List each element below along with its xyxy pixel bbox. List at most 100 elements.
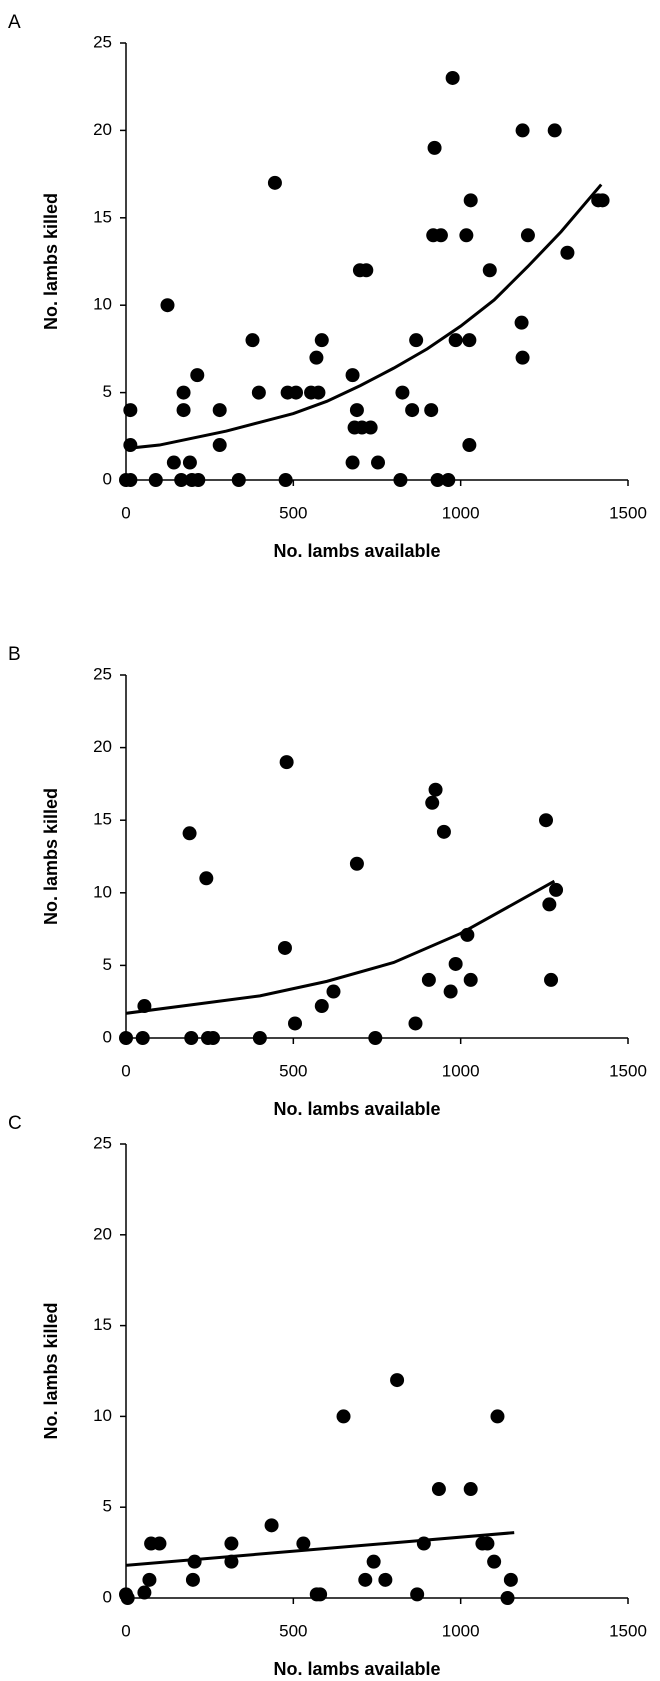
x-tick-label: 500	[279, 503, 307, 522]
point	[421, 972, 436, 987]
y-tick-label: 5	[103, 1497, 112, 1516]
point	[176, 403, 191, 418]
point	[311, 385, 326, 400]
x-tick-label: 500	[279, 1061, 307, 1080]
point	[326, 984, 341, 999]
y-tick-label: 0	[103, 1027, 112, 1046]
point	[152, 1536, 167, 1551]
point	[500, 1591, 515, 1605]
point	[245, 333, 260, 348]
y-tick-label: 0	[103, 469, 112, 488]
point	[296, 1536, 311, 1551]
point	[212, 403, 227, 418]
point	[267, 175, 282, 190]
point	[441, 473, 456, 487]
point	[160, 298, 175, 313]
point	[345, 455, 360, 470]
x-tick-label: 500	[279, 1621, 307, 1640]
point	[358, 1572, 373, 1587]
point	[123, 403, 138, 418]
point	[463, 193, 478, 208]
point	[395, 385, 410, 400]
point	[279, 755, 294, 770]
fit-line	[125, 879, 556, 1015]
point	[463, 972, 478, 987]
point	[190, 368, 205, 383]
point	[206, 1031, 221, 1045]
point	[393, 473, 408, 487]
point	[405, 403, 420, 418]
fit-line	[125, 183, 603, 451]
point	[515, 350, 530, 365]
y-tick-label: 5	[103, 955, 112, 974]
point	[448, 956, 463, 971]
point	[359, 263, 374, 278]
point	[436, 824, 451, 839]
y-tick-label: 15	[93, 810, 112, 829]
point	[549, 882, 564, 897]
point	[368, 1031, 383, 1045]
y-axis-label: No. lambs killed	[41, 193, 61, 330]
point	[137, 1585, 152, 1600]
point	[595, 193, 610, 208]
point	[430, 473, 445, 487]
point	[366, 1554, 381, 1569]
point	[123, 473, 138, 487]
point	[278, 473, 293, 487]
point	[166, 455, 181, 470]
point	[224, 1536, 239, 1551]
x-tick-label: 1000	[442, 1621, 480, 1640]
x-tick-label: 0	[121, 1061, 130, 1080]
x-tick-label: 1000	[442, 503, 480, 522]
point	[123, 438, 138, 453]
y-tick-label: 10	[93, 1406, 112, 1425]
point	[277, 940, 292, 955]
y-tick-label: 0	[103, 1587, 112, 1606]
point	[409, 333, 424, 348]
y-tick-label: 20	[93, 120, 112, 139]
point	[349, 856, 364, 871]
point	[336, 1409, 351, 1424]
point	[182, 826, 197, 841]
y-tick-label: 25	[93, 1133, 112, 1152]
point	[544, 972, 559, 987]
point	[142, 1572, 157, 1587]
point	[185, 1572, 200, 1587]
y-tick-label: 25	[93, 664, 112, 683]
point	[560, 245, 575, 260]
point	[443, 984, 458, 999]
point	[184, 1031, 199, 1045]
point	[314, 333, 329, 348]
point	[424, 403, 439, 418]
point	[378, 1572, 393, 1587]
point	[410, 1587, 425, 1602]
point	[176, 385, 191, 400]
point	[313, 1587, 328, 1602]
y-tick-label: 15	[93, 1315, 112, 1334]
point	[482, 263, 497, 278]
point	[542, 897, 557, 912]
y-tick-label: 15	[93, 207, 112, 226]
x-tick-label: 1500	[609, 1061, 647, 1080]
point	[462, 333, 477, 348]
y-tick-label: 20	[93, 737, 112, 756]
y-tick-label: 20	[93, 1224, 112, 1243]
point	[408, 1016, 423, 1031]
point	[135, 1031, 150, 1045]
panel-label: A	[8, 12, 21, 33]
fit-line	[125, 1531, 515, 1567]
point	[480, 1536, 495, 1551]
x-axis-label: No. lambs available	[273, 1099, 440, 1119]
y-tick-label: 5	[103, 382, 112, 401]
point	[314, 999, 329, 1014]
point	[539, 813, 554, 828]
point	[191, 473, 206, 487]
x-tick-label: 0	[121, 503, 130, 522]
point	[345, 368, 360, 383]
point	[148, 473, 163, 487]
point	[212, 438, 227, 453]
point	[264, 1518, 279, 1533]
point	[289, 385, 304, 400]
y-tick-label: 10	[93, 295, 112, 314]
point	[252, 1031, 267, 1045]
